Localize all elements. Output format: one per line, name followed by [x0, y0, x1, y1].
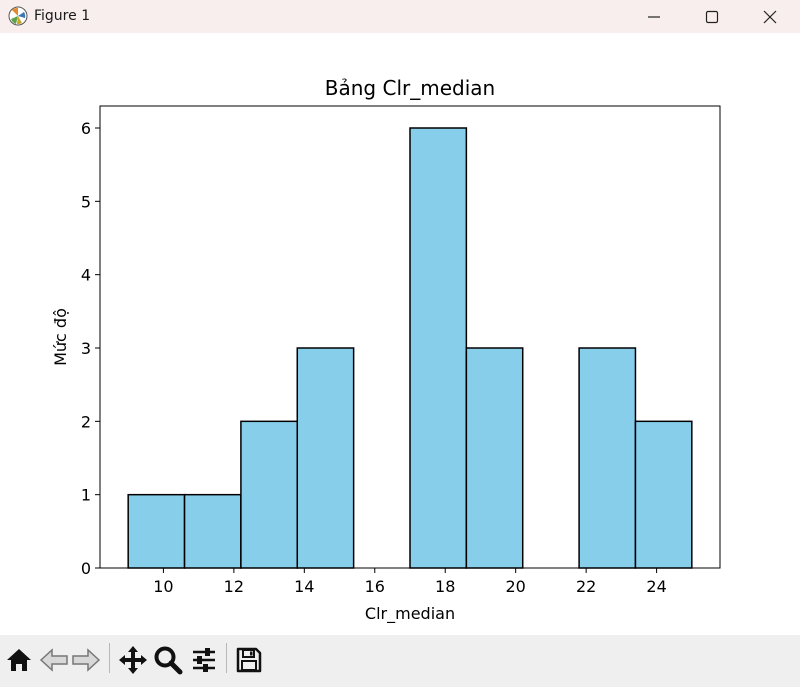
back-button[interactable] — [38, 643, 70, 677]
x-tick-label: 12 — [224, 577, 244, 596]
x-tick-label: 24 — [646, 577, 666, 596]
zoom-icon — [154, 646, 183, 675]
navigation-toolbar — [0, 635, 800, 687]
histogram-bar — [409, 127, 468, 569]
y-tick-label: 6 — [81, 119, 91, 138]
histogram-bar — [240, 420, 299, 569]
y-tick-label: 2 — [81, 412, 91, 431]
maximize-button[interactable] — [683, 0, 741, 33]
y-tick-label: 3 — [81, 339, 91, 358]
x-tick-label: 16 — [365, 577, 385, 596]
y-axis-label: Mức độ — [51, 308, 70, 366]
histogram-bar — [296, 347, 355, 569]
histogram-bar — [127, 493, 186, 569]
histogram-bar — [578, 347, 637, 569]
x-tick-label: 20 — [506, 577, 526, 596]
x-tick-label: 18 — [435, 577, 455, 596]
configure-subplots-button[interactable] — [188, 643, 220, 677]
x-axis-label: Clr_median — [365, 604, 455, 624]
histogram-chart: Bảng Clr_median 10 12 14 16 18 20 22 24 0123456… — [51, 76, 721, 624]
forward-icon — [72, 648, 101, 672]
zoom-button[interactable] — [152, 643, 184, 677]
x-tick-label: 10 — [153, 577, 173, 596]
y-tick-label: 4 — [81, 266, 91, 285]
plot-frame — [99, 105, 721, 569]
x-tick-label: 14 — [294, 577, 314, 596]
window-titlebar: Figure 1 — [0, 0, 800, 33]
forward-button[interactable] — [70, 643, 102, 677]
x-tick-label: 22 — [576, 577, 596, 596]
save-button[interactable] — [233, 643, 265, 677]
histogram-bar — [634, 420, 693, 569]
pan-button[interactable] — [117, 643, 149, 677]
minimize-button[interactable] — [625, 0, 683, 33]
minimize-icon — [648, 15, 660, 18]
matplotlib-logo-icon — [8, 6, 28, 26]
home-icon — [7, 649, 31, 671]
chart-title: Bảng Clr_median — [325, 76, 495, 100]
histogram-bar — [183, 493, 242, 569]
y-tick-label: 1 — [81, 486, 91, 505]
back-icon — [39, 648, 68, 672]
pan-icon — [119, 646, 147, 674]
configure-icon — [193, 648, 215, 672]
y-tick-label: 0 — [81, 559, 91, 578]
toolbar-separator — [226, 643, 227, 673]
home-button[interactable] — [3, 643, 35, 677]
window-title: Figure 1 — [34, 8, 91, 24]
close-button[interactable] — [741, 0, 799, 33]
histogram-bar — [465, 347, 524, 569]
y-tick-label: 5 — [81, 192, 91, 211]
close-icon — [763, 10, 777, 23]
maximize-icon — [705, 10, 719, 23]
toolbar-separator — [109, 643, 110, 673]
save-icon — [236, 647, 262, 673]
